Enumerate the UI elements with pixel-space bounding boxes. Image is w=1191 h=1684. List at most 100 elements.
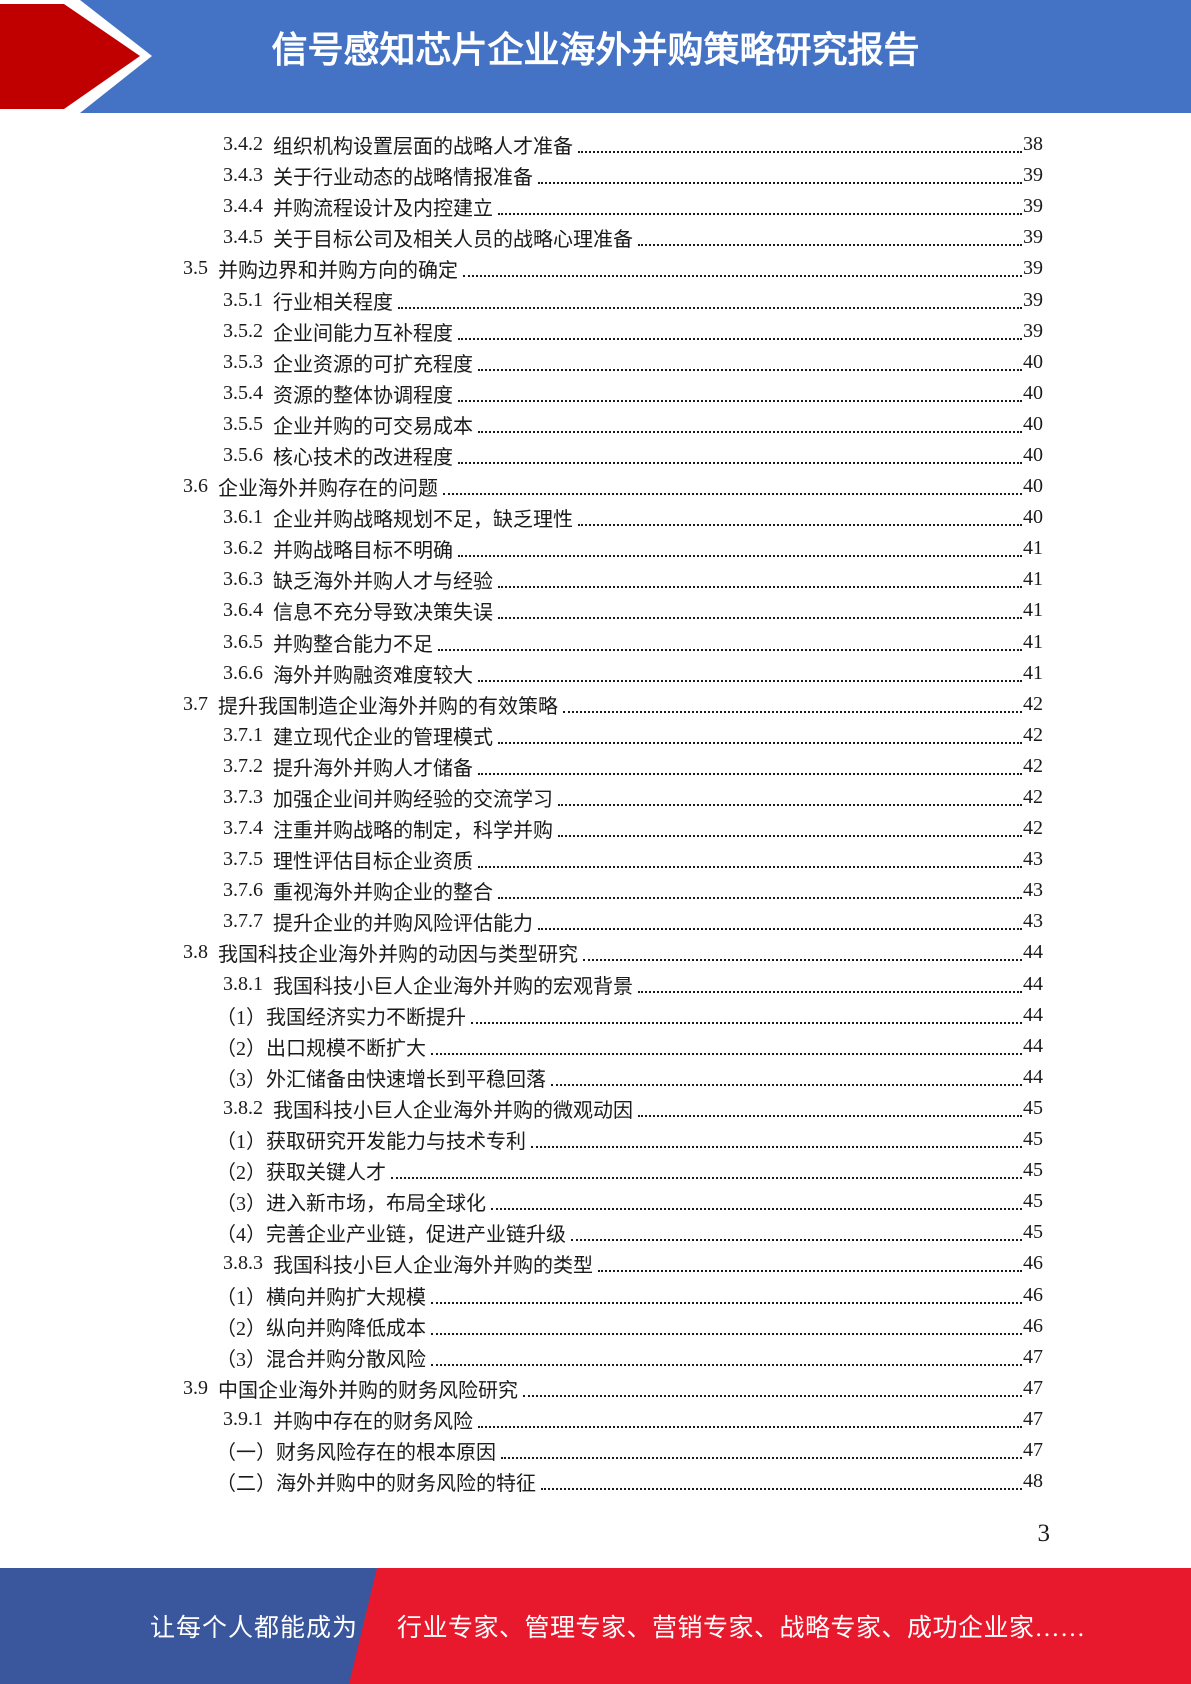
toc-row: 3.4.2 组织机构设置层面的战略人才准备 38 [183,129,1043,160]
toc-entry-title: 建立现代企业的管理模式 [273,726,493,749]
toc-entry-page: 47 [1023,1438,1043,1461]
toc-entry-number: 3.6.3 [223,568,263,591]
toc-entry-number: 3.4.4 [223,195,263,218]
toc-leader-dots [563,696,1022,713]
toc-row: 3.7 提升我国制造企业海外并购的有效策略 42 [183,689,1043,720]
toc-entry-number: 3.7.4 [223,817,263,840]
toc-entry-page: 39 [1023,257,1043,280]
toc-entry-page: 43 [1023,848,1043,871]
toc-leader-dots [498,571,1022,589]
toc-entry-number: 3.4.3 [223,164,263,187]
toc-entry-page: 39 [1023,288,1043,311]
toc-entry-page: 43 [1023,879,1043,902]
toc-entry-page: 40 [1023,381,1043,404]
toc-entry-number: 3.5 [183,257,208,280]
toc-row: 3.7.5 理性评估目标企业资质 43 [183,844,1043,875]
toc-entry-page: 40 [1023,443,1043,466]
toc-row: 3.5 并购边界和并购方向的确定 39 [183,253,1043,284]
toc-row: （3）混合并购分散风险 47 [183,1342,1043,1373]
toc-row: 3.5.4 资源的整体协调程度 40 [183,378,1043,409]
toc-entry-page: 45 [1023,1128,1043,1151]
toc-entry-number: 3.7.6 [223,879,263,902]
toc-entry-number: 3.5.4 [223,381,263,404]
toc-entry-title: 企业间能力互补程度 [273,322,453,345]
toc-row: 3.5.2 企业间能力互补程度 39 [183,316,1043,347]
toc-leader-dots [458,540,1022,558]
toc-entry-number: 3.8.2 [223,1096,263,1119]
toc-leader-dots [431,1038,1022,1055]
toc-entry-title: 海外并购融资难度较大 [273,664,473,687]
toc-entry-number: 3.7.5 [223,848,263,871]
toc-row: 3.7.1 建立现代企业的管理模式 42 [183,720,1043,751]
toc-leader-dots [478,851,1022,869]
footer-slogan-right: 行业专家、管理专家、营销专家、战略专家、成功企业家…… [397,1615,1086,1642]
toc-entry-title: 注重并购战略的制定，科学并购 [273,820,553,843]
toc-entry-title: 我国科技小巨人企业海外并购的微观动因 [273,1099,633,1122]
toc-entry-title: 我国科技企业海外并购的动因与类型研究 [218,944,578,967]
toc-entry-title: 理性评估目标企业资质 [273,851,473,874]
toc-entry-title: （1）获取研究开发能力与技术专利 [216,1131,526,1154]
toc-leader-dots [458,385,1022,402]
toc-leader-dots [558,820,1022,838]
toc-entry-title: 我国科技小巨人企业海外并购的类型 [273,1255,593,1278]
toc-entry-number: 3.5.1 [223,288,263,311]
toc-entry-title: 关于目标公司及相关人员的战略心理准备 [273,229,633,252]
toc-leader-dots [463,260,1022,278]
toc-row: 3.6.4 信息不充分导致决策失误 41 [183,595,1043,626]
toc-leader-dots [538,913,1022,931]
toc-leader-dots [498,727,1022,744]
toc-leader-dots [583,944,1022,962]
toc-row: 3.8.1 我国科技小巨人企业海外并购的宏观背景 44 [183,969,1043,1000]
red-arrow-icon [0,0,152,113]
toc-entry-title: （1）我国经济实力不断提升 [216,1006,466,1029]
toc-row: 3.7.4 注重并购战略的制定，科学并购 42 [183,813,1043,844]
toc-entry-number: 3.5.2 [223,319,263,342]
toc-row: 3.7.2 提升海外并购人才储备 42 [183,751,1043,782]
toc-entry-page: 38 [1023,133,1043,156]
toc-row: （二）海外并购中的财务风险的特征 48 [183,1466,1043,1497]
toc-row: 3.5.1 行业相关程度 39 [183,284,1043,315]
toc-leader-dots [391,1162,1022,1180]
toc-entry-title: 核心技术的改进程度 [273,446,453,469]
toc-entry-title: 行业相关程度 [273,291,393,314]
page-footer-band: 让每个人都能成为 行业专家、管理专家、营销专家、战略专家、成功企业家…… [0,1568,1191,1684]
toc-entry-page: 46 [1023,1252,1043,1275]
toc-leader-dots [478,665,1022,682]
toc-leader-dots [501,1442,1022,1459]
toc-entry-page: 44 [1023,941,1043,964]
toc-leader-dots [471,1007,1022,1024]
toc-entry-title: （2）纵向并购降低成本 [216,1317,426,1340]
toc-row: （3）进入新市场，布局全球化 45 [183,1186,1043,1217]
toc-leader-dots [638,1100,1022,1117]
toc-entry-page: 44 [1023,1034,1043,1057]
toc-row: 3.8 我国科技企业海外并购的动因与类型研究 44 [183,937,1043,968]
toc-row: （4）完善企业产业链，促进产业链升级 45 [183,1217,1043,1248]
toc-entry-page: 45 [1023,1221,1043,1244]
toc-entry-number: 3.7 [183,692,208,715]
toc-row: （2）纵向并购降低成本 46 [183,1311,1043,1342]
toc-leader-dots [478,416,1022,433]
toc-entry-number: 3.4.2 [223,133,263,156]
toc-row: 3.7.7 提升企业的并购风险评估能力 43 [183,906,1043,937]
toc-entry-title: 信息不充分导致决策失误 [273,602,493,625]
toc-entry-title: 并购战略目标不明确 [273,540,453,563]
toc-entry-title: （3）外汇储备由快速增长到平稳回落 [216,1068,546,1091]
toc-row: 3.7.3 加强企业间并购经验的交流学习 42 [183,782,1043,813]
toc-entry-page: 45 [1023,1190,1043,1213]
toc-row: 3.9 中国企业海外并购的财务风险研究 47 [183,1373,1043,1404]
toc-entry-page: 39 [1023,226,1043,249]
toc-leader-dots [478,1411,1022,1428]
toc-entry-number: 3.7.1 [223,723,263,746]
toc-leader-dots [398,292,1022,309]
toc-entry-page: 40 [1023,506,1043,529]
toc-row: 3.9.1 并购中存在的财务风险 47 [183,1404,1043,1435]
toc-entry-page: 41 [1023,661,1043,684]
toc-entry-title: 关于行业动态的战略情报准备 [273,167,533,190]
toc-leader-dots [431,1349,1022,1366]
toc-row: （3）外汇储备由快速增长到平稳回落 44 [183,1062,1043,1093]
toc-row: （1）我国经济实力不断提升 44 [183,1000,1043,1031]
toc-entry-title: 并购边界和并购方向的确定 [218,260,458,283]
toc-leader-dots [443,478,1022,496]
toc-entry-title: 重视海外并购企业的整合 [273,882,493,905]
report-title: 信号感知芯片企业海外并购策略研究报告 [271,29,920,70]
